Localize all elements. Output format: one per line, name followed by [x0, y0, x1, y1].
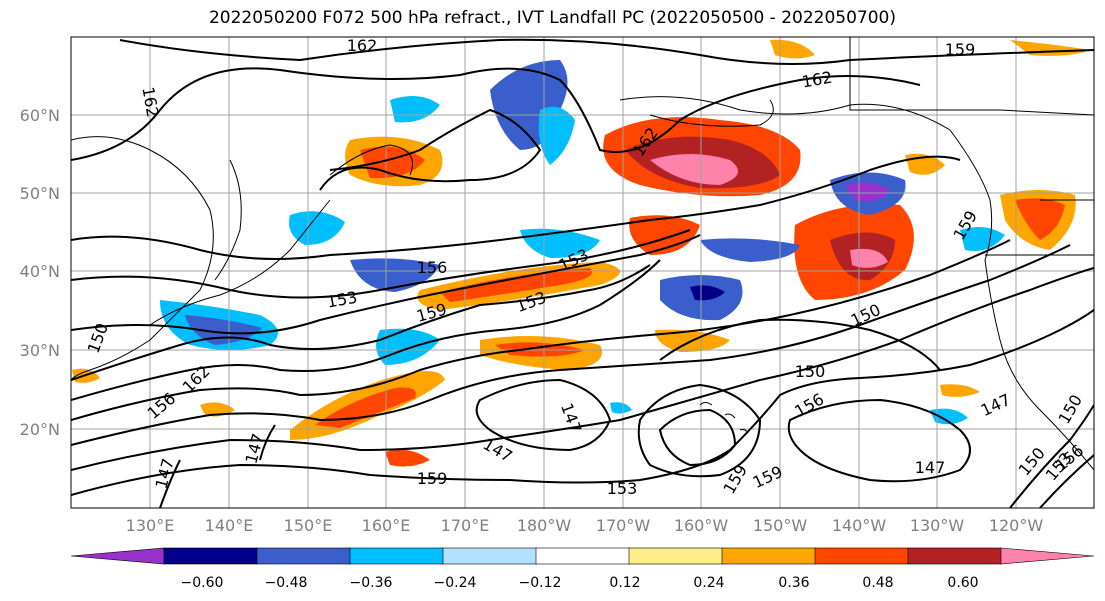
lat-tick-label: 60°N — [20, 106, 60, 125]
colorbar: −0.60 −0.48 −0.36 −0.24 −0.12 0.12 0.24 … — [70, 547, 1095, 591]
colorbar-cell — [442, 547, 537, 565]
lat-tick-label: 40°N — [20, 262, 60, 281]
colorbar-cell — [349, 547, 444, 565]
colorbar-label: 0.12 — [609, 575, 640, 591]
contour-label: 159 — [945, 40, 976, 59]
map-title: 2022050200 F072 500 hPa refract., IVT La… — [208, 8, 896, 28]
colorbar-label: 0.60 — [947, 575, 978, 591]
map-frame — [70, 36, 1095, 509]
lon-tick-label: 170°E — [441, 516, 490, 535]
lon-tick-label: 150°W — [753, 516, 808, 535]
lon-tick-label: 180°W — [517, 516, 572, 535]
lon-tick-label: 170°W — [596, 516, 651, 535]
contour-label: 162 — [347, 36, 378, 55]
colorbar-label: 0.48 — [862, 575, 893, 591]
contour-label: 147 — [915, 458, 946, 477]
lon-tick-label: 160°W — [674, 516, 729, 535]
colorbar-cell — [814, 547, 909, 565]
colorbar-tick-labels: −0.60 −0.48 −0.36 −0.24 −0.12 0.12 0.24 … — [181, 575, 979, 591]
contour-label: 153 — [607, 479, 638, 498]
colorbar-label: −0.24 — [434, 575, 477, 591]
colorbar-cell — [256, 547, 351, 565]
graticule — [71, 37, 1094, 508]
contour-label: 159 — [417, 469, 448, 488]
colorbar-label: −0.36 — [350, 575, 393, 591]
colorbar-cells — [70, 547, 1095, 565]
lat-tick-label: 30°N — [20, 341, 60, 360]
contour-label: 150 — [795, 362, 826, 381]
colorbar-cell — [70, 547, 165, 565]
map-content — [71, 37, 1094, 508]
colorbar-cell — [628, 547, 723, 565]
lon-tick-label: 140°W — [832, 516, 887, 535]
colorbar-label: 0.36 — [778, 575, 809, 591]
lon-tick-label: 130°W — [910, 516, 965, 535]
lon-tick-label: 130°E — [126, 516, 175, 535]
colorbar-label: −0.60 — [181, 575, 224, 591]
longitude-axis: 130°E 140°E 150°E 160°E 170°E 180°W 170°… — [126, 516, 1044, 535]
colorbar-cell — [721, 547, 816, 565]
colorbar-cell — [163, 547, 258, 565]
lon-tick-label: 140°E — [205, 516, 254, 535]
coastlines — [71, 37, 1094, 471]
lon-tick-label: 120°W — [989, 516, 1044, 535]
lon-tick-label: 160°E — [362, 516, 411, 535]
positive-anomaly-shading — [72, 39, 1090, 467]
lat-tick-label: 20°N — [20, 420, 60, 439]
lon-tick-label: 150°E — [284, 516, 333, 535]
lat-tick-label: 50°N — [20, 184, 60, 203]
colorbar-label: 0.24 — [693, 575, 724, 591]
latitude-axis: 60°N 50°N 40°N 30°N 20°N — [20, 106, 60, 439]
colorbar-cell — [1000, 547, 1095, 565]
contour-label: 156 — [417, 258, 448, 277]
colorbar-label: −0.12 — [519, 575, 562, 591]
colorbar-label: −0.48 — [265, 575, 308, 591]
colorbar-cell — [907, 547, 1002, 565]
refractivity-contours — [71, 38, 1094, 508]
colorbar-cell — [535, 547, 630, 565]
